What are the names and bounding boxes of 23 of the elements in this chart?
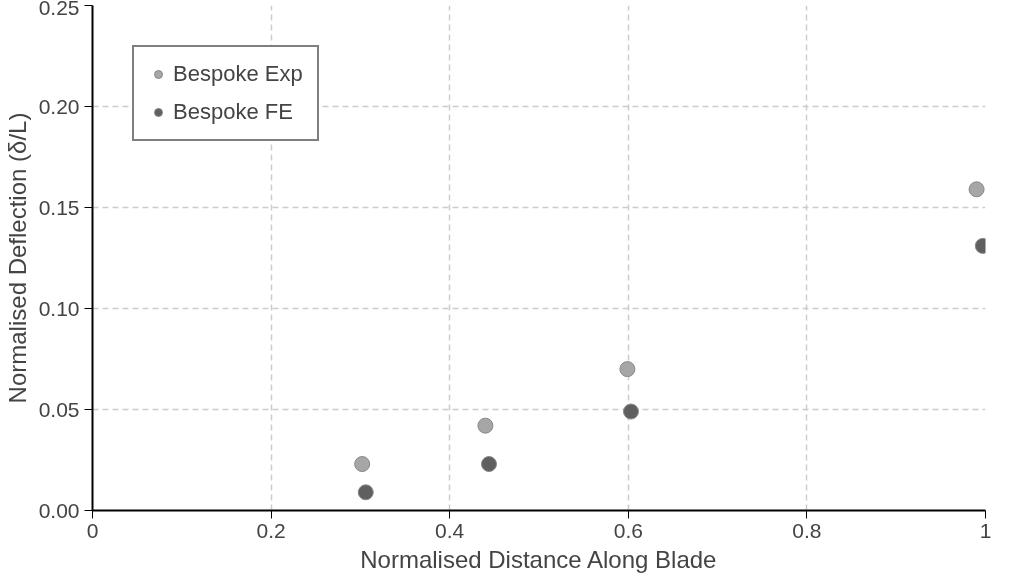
y-tick-label: 0.05 [38, 397, 80, 421]
point [619, 361, 636, 378]
x-axis-title: Normalised Distance Along Blade [360, 545, 717, 573]
x-tick-label: 1 [979, 518, 992, 542]
legend-label: Bespoke FE [173, 99, 293, 125]
point [357, 484, 374, 501]
legend-label: Bespoke Exp [173, 61, 303, 87]
y-tick-label: 0.10 [38, 296, 80, 320]
x-tick-label: 0.8 [792, 518, 822, 542]
x-tick-label: 0.6 [613, 518, 643, 542]
point [622, 403, 639, 420]
y-tick-label: 0.20 [38, 94, 80, 118]
x-tick-label: 0.2 [256, 518, 286, 542]
y-tick-label: 0.15 [38, 195, 80, 219]
y-tick-label: 0.25 [38, 0, 80, 19]
x-tick-label: 0 [86, 518, 99, 542]
point [477, 417, 494, 434]
point [480, 456, 497, 473]
point [354, 456, 371, 473]
x-tick-label: 0.4 [435, 518, 465, 542]
y-tick-label: 0.00 [38, 498, 80, 522]
y-axis-title: Normalised Deflection (δ/L) [3, 112, 31, 404]
point [968, 181, 985, 198]
